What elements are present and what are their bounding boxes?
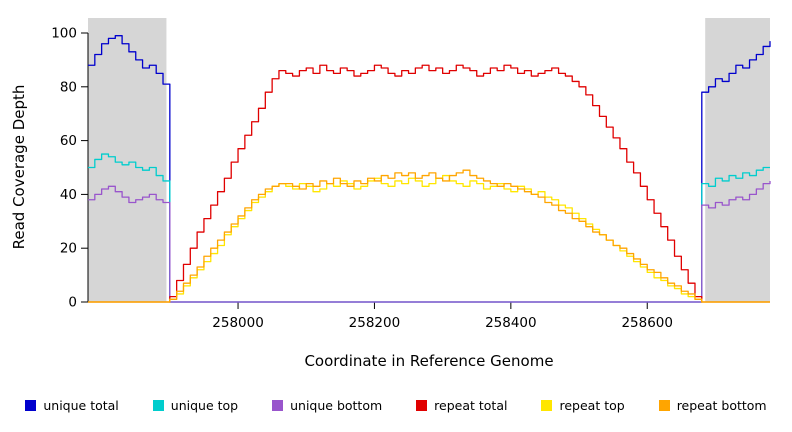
legend-label: unique top — [170, 398, 239, 413]
legend-label: repeat top — [559, 398, 625, 413]
legend-swatch — [416, 400, 428, 411]
chart-canvas: 0 20 40 60 80 100 258000 258200 258400 258600 Coo… — [10, 18, 771, 370]
x-tick-label: 258200 — [349, 315, 401, 331]
y-tick-label: 0 — [68, 295, 77, 311]
x-axis-title: Coordinate in Reference Genome — [304, 352, 553, 370]
legend-item-unique-top: unique top — [152, 398, 239, 413]
series-line-repeat-total — [88, 64, 770, 303]
plot-layer: 0 20 40 60 80 100 258000 258200 258400 258600 — [51, 18, 771, 331]
series-line-unique-bottom — [88, 180, 771, 303]
x-tick-label: 258000 — [212, 315, 264, 331]
legend-item-repeat-bottom: repeat bottom — [658, 398, 767, 413]
y-tick-label: 80 — [60, 79, 77, 95]
series-line-repeat-bottom — [88, 169, 770, 303]
shaded-region — [705, 18, 770, 302]
y-tick-label: 60 — [60, 133, 77, 149]
legend-swatch — [152, 400, 164, 411]
legend-label: repeat bottom — [676, 398, 767, 413]
legend-swatch — [658, 400, 670, 411]
legend-label: unique total — [43, 398, 119, 413]
y-axis-title: Read Coverage Depth — [10, 85, 28, 250]
legend-item-unique-bottom: unique bottom — [272, 398, 382, 413]
series-line-repeat-top — [88, 174, 770, 303]
legend-item-unique-total: unique total — [25, 398, 119, 413]
legend-swatch — [272, 400, 284, 411]
legend-swatch — [541, 400, 553, 411]
x-tick-label: 258400 — [485, 315, 537, 331]
y-tick-label: 40 — [60, 187, 77, 203]
legend-label: repeat total — [434, 398, 508, 413]
legend-swatch — [25, 400, 37, 411]
legend: unique total unique top unique bottom re… — [0, 398, 792, 413]
y-tick-label: 20 — [60, 241, 77, 257]
legend-item-repeat-top: repeat top — [541, 398, 625, 413]
x-tick-label: 258600 — [621, 315, 673, 331]
legend-label: unique bottom — [290, 398, 383, 413]
y-tick-label: 100 — [51, 26, 77, 42]
legend-item-repeat-total: repeat total — [416, 398, 507, 413]
